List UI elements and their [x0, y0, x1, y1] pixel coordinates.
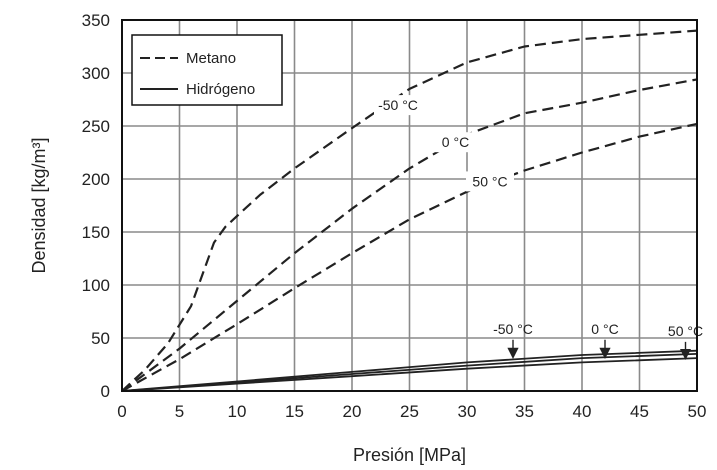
x-tick-label: 25	[400, 402, 419, 421]
annotation-background	[431, 132, 480, 153]
x-tick-label: 45	[630, 402, 649, 421]
series-line-metano-0-c	[121, 78, 698, 392]
curve-label: 0 °C	[442, 134, 469, 150]
y-tick-label: 100	[82, 276, 110, 295]
legend-label-metano: Metano	[186, 50, 236, 67]
y-tick-label: 50	[91, 329, 110, 348]
x-tick-label: 5	[175, 402, 184, 421]
x-tick-label: 20	[343, 402, 362, 421]
x-tick-label: 40	[573, 402, 592, 421]
curve-annotations: -50 °C 0 °C 50 °C -50 °C 0 °C 50 °C	[374, 95, 703, 361]
legend-label-hidrogeno: Hidrógeno	[186, 81, 255, 98]
annotation-background	[374, 95, 422, 116]
series-line-metano-50-c	[121, 122, 698, 392]
y-tick-label: 0	[101, 382, 110, 401]
legend: Metano Hidrógeno	[131, 34, 283, 106]
curve-label: -50 °C	[378, 97, 418, 113]
y-tick-label: 150	[82, 223, 110, 242]
annotation-background	[466, 171, 514, 192]
x-tick-label: 15	[285, 402, 304, 421]
x-tick-label: 30	[458, 402, 477, 421]
x-tick-label: 10	[228, 402, 247, 421]
series-line-metano-50-c	[121, 29, 698, 392]
curve-label: 50 °C	[472, 173, 507, 189]
plot-frame	[121, 19, 698, 392]
axis-ticks: 0 5 10 15 20 25 30 35 40 45 50 0 50 100 150 200 250 300 35…	[82, 11, 707, 421]
y-tick-label: 350	[82, 11, 110, 30]
x-tick-label: 50	[688, 402, 707, 421]
y-tick-label: 300	[82, 64, 110, 83]
y-tick-label: 200	[82, 170, 110, 189]
x-axis-title: Presión [MPa]	[353, 445, 466, 465]
x-tick-label: 0	[117, 402, 126, 421]
legend-box	[131, 34, 283, 106]
y-tick-label: 250	[82, 117, 110, 136]
y-axis-title: Densidad [kg/m³]	[29, 137, 49, 273]
curve-label: 50 °C	[668, 323, 703, 339]
curve-label: -50 °C	[493, 321, 533, 337]
curve-label: 0 °C	[591, 321, 618, 337]
series-line-hidr-geno-50-c	[121, 357, 698, 392]
x-tick-label: 35	[515, 402, 534, 421]
